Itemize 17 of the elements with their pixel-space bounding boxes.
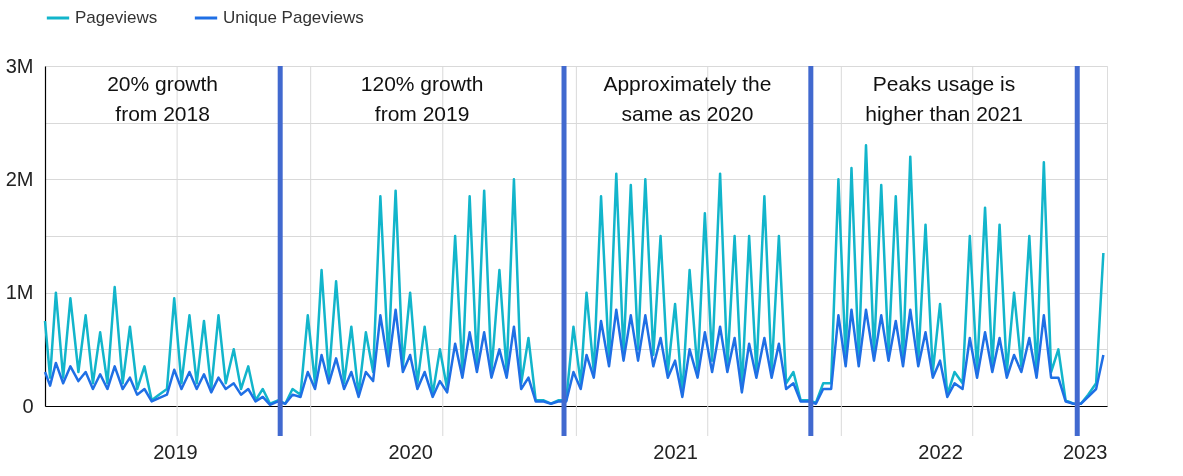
legend-label: Pageviews <box>75 8 158 27</box>
annotation: 20% growth from 2018 <box>107 72 219 125</box>
x-tick-label: 2022 <box>918 440 963 463</box>
x-tick-label: 2021 <box>653 440 698 463</box>
y-tick-label: 2M <box>5 167 34 190</box>
x-tick-label: 2020 <box>388 440 433 463</box>
line-series <box>43 308 1105 407</box>
y-tick-label: 0 <box>22 394 34 417</box>
legend-label: Unique Pageviews <box>223 8 364 27</box>
y-tick-label: 1M <box>5 281 34 304</box>
y-tick-label: 3M <box>5 54 34 77</box>
annotation: Approximately the same as 2020 <box>603 72 772 125</box>
annotation: 120% growth from 2019 <box>360 72 484 125</box>
line-series <box>43 144 1105 405</box>
x-tick-label: 2019 <box>153 440 198 463</box>
x-tick-label: 2023 <box>1063 440 1108 463</box>
annotation: Peaks usage is higher than 2021 <box>865 72 1023 125</box>
